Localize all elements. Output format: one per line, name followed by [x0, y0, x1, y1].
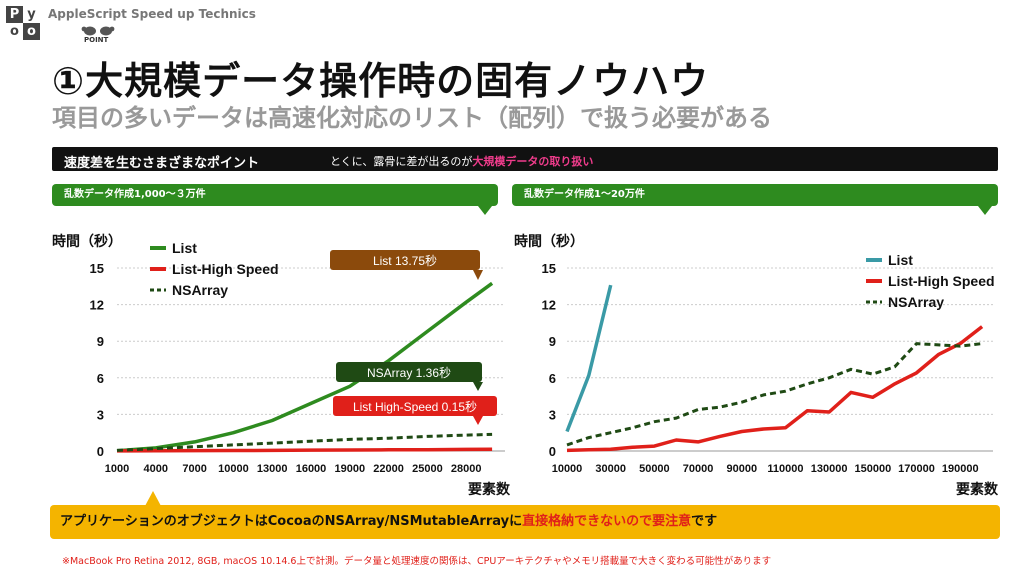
- x-tick-label: 25000: [412, 463, 443, 475]
- x-tick-label: 10000: [218, 463, 249, 475]
- topic-bar-left: 速度差を生むさまざまなポイント: [64, 156, 260, 171]
- annotation-high-speed-text: List High-Speed 0.15秒: [353, 400, 477, 414]
- x-tick-label: 50000: [639, 463, 670, 475]
- panel-label-right: 乱数データ作成1〜20万件: [512, 184, 998, 206]
- y-tick-label: 9: [97, 334, 104, 349]
- annotation-nsarray: NSArray 1.36秒: [336, 362, 483, 391]
- y-tick-label: 12: [542, 298, 556, 313]
- x-tick-label: 10000: [552, 463, 583, 475]
- legend-label-list: List: [172, 240, 197, 256]
- left-series: [116, 281, 494, 453]
- footnote: ※MacBook Pro Retina 2012, 8GB, macOS 10.…: [62, 556, 772, 567]
- y-tick-label: 15: [542, 261, 556, 276]
- callout-suffix: です: [691, 514, 718, 529]
- chart-left: 時間（秒） 0 3 6 9 12 15 1000 4000 7000 10000 13000 160…: [52, 233, 511, 497]
- right-ylabel: 時間（秒）: [514, 233, 584, 249]
- annotation-nsarray-text: NSArray 1.36秒: [367, 366, 451, 380]
- callout-pointer: [145, 491, 161, 506]
- series-line-nsarray: [116, 432, 493, 452]
- y-tick-label: 6: [97, 371, 104, 386]
- chart-right: 時間（秒） 0 3 6 9 12 15 10000 30000 50000 70000 90000…: [514, 233, 999, 497]
- y-tick-label: 3: [549, 407, 556, 422]
- right-x-ticks: 10000 30000 50000 70000 90000 110000 130000 150…: [552, 463, 979, 475]
- left-y-ticks: 0 3 6 9 12 15: [90, 261, 104, 459]
- left-ylabel: 時間（秒）: [52, 233, 122, 249]
- annotation-list-text: List 13.75秒: [373, 254, 437, 268]
- annotation-high-speed: List High-Speed 0.15秒: [333, 396, 497, 425]
- left-x-ticks: 1000 4000 7000 10000 13000 16000 19000 22000 250…: [105, 463, 482, 475]
- x-tick-label: 7000: [182, 463, 206, 475]
- y-tick-label: 9: [549, 334, 556, 349]
- series-line-list: [565, 284, 613, 433]
- brand-name: AppleScript Speed up Technics: [48, 7, 256, 21]
- right-legend: List List-High Speed NSArray: [866, 252, 995, 310]
- left-gridlines: [117, 267, 505, 452]
- x-tick-label: 110000: [767, 463, 803, 475]
- topic-bar-right: とくに、露骨に差が出るのが大規模データの取り扱い: [330, 153, 593, 169]
- series-line-nsarray: [566, 342, 983, 447]
- x-tick-label: 28000: [451, 463, 482, 475]
- right-xlabel: 要素数: [956, 481, 999, 497]
- callout-prefix: アプリケーションのオブジェクトはCocoaのNSArray/NSMutableA…: [60, 514, 523, 529]
- page-subtitle: 項目の多いデータは高速化対応のリスト（配列）で扱う必要がある: [52, 104, 772, 132]
- x-tick-label: 30000: [595, 463, 626, 475]
- x-tick-label: 22000: [373, 463, 404, 475]
- y-tick-label: 3: [97, 407, 104, 422]
- x-tick-label: 130000: [811, 463, 848, 475]
- legend-label-nsarray: NSArray: [172, 282, 228, 298]
- x-tick-label: 90000: [726, 463, 757, 475]
- logo: P y o o: [6, 6, 40, 40]
- series-line-list-high-speed: [566, 325, 984, 453]
- x-tick-label: 70000: [683, 463, 714, 475]
- x-tick-label: 16000: [296, 463, 327, 475]
- panel-label-left: 乱数データ作成1,000〜３万件: [52, 184, 498, 206]
- x-tick-label: 4000: [144, 463, 168, 475]
- y-tick-label: 12: [90, 298, 104, 313]
- right-series: [565, 284, 984, 453]
- x-tick-label: 150000: [854, 463, 891, 475]
- right-y-ticks: 0 3 6 9 12 15: [542, 261, 556, 459]
- series-line-list-high-speed: [116, 447, 493, 453]
- panel-label-right-pointer: [978, 206, 992, 215]
- y-tick-label: 0: [97, 444, 104, 459]
- x-tick-label: 13000: [257, 463, 288, 475]
- topic-bar-prefix: とくに、露骨に差が出るのが: [330, 155, 473, 168]
- x-tick-label: 190000: [942, 463, 979, 475]
- y-tick-label: 6: [549, 371, 556, 386]
- logo-letter: P: [6, 6, 23, 23]
- series-line-list: [116, 281, 494, 453]
- logo-letter: y: [23, 6, 40, 23]
- topic-bar: [52, 147, 998, 171]
- legend-label-high-speed: List-High Speed: [888, 273, 995, 289]
- legend-label-list: List: [888, 252, 913, 268]
- page-title: ①大規模データ操作時の固有ノウハウ: [52, 59, 710, 103]
- x-tick-label: 170000: [898, 463, 935, 475]
- x-tick-label: 19000: [335, 463, 366, 475]
- annotation-list: List 13.75秒: [330, 250, 483, 280]
- left-legend: List List-High Speed NSArray: [150, 240, 279, 298]
- logo-letter: o: [6, 23, 23, 40]
- callout-highlight: 直接格納できないので要注意: [522, 514, 692, 529]
- panel-label-left-pointer: [478, 206, 492, 215]
- topic-bar-highlight: 大規模データの取り扱い: [472, 155, 594, 168]
- y-tick-label: 0: [549, 444, 556, 459]
- point-label: POINT: [84, 36, 109, 44]
- right-gridlines: [567, 267, 993, 452]
- legend-label-high-speed: List-High Speed: [172, 261, 279, 277]
- point-icon: [81, 26, 115, 36]
- callout-box: アプリケーションのオブジェクトはCocoaのNSArray/NSMutableA…: [50, 505, 1000, 539]
- legend-label-nsarray: NSArray: [888, 294, 944, 310]
- x-tick-label: 1000: [105, 463, 129, 475]
- left-xlabel: 要素数: [468, 481, 511, 497]
- y-tick-label: 15: [90, 261, 104, 276]
- logo-letter: o: [23, 23, 40, 40]
